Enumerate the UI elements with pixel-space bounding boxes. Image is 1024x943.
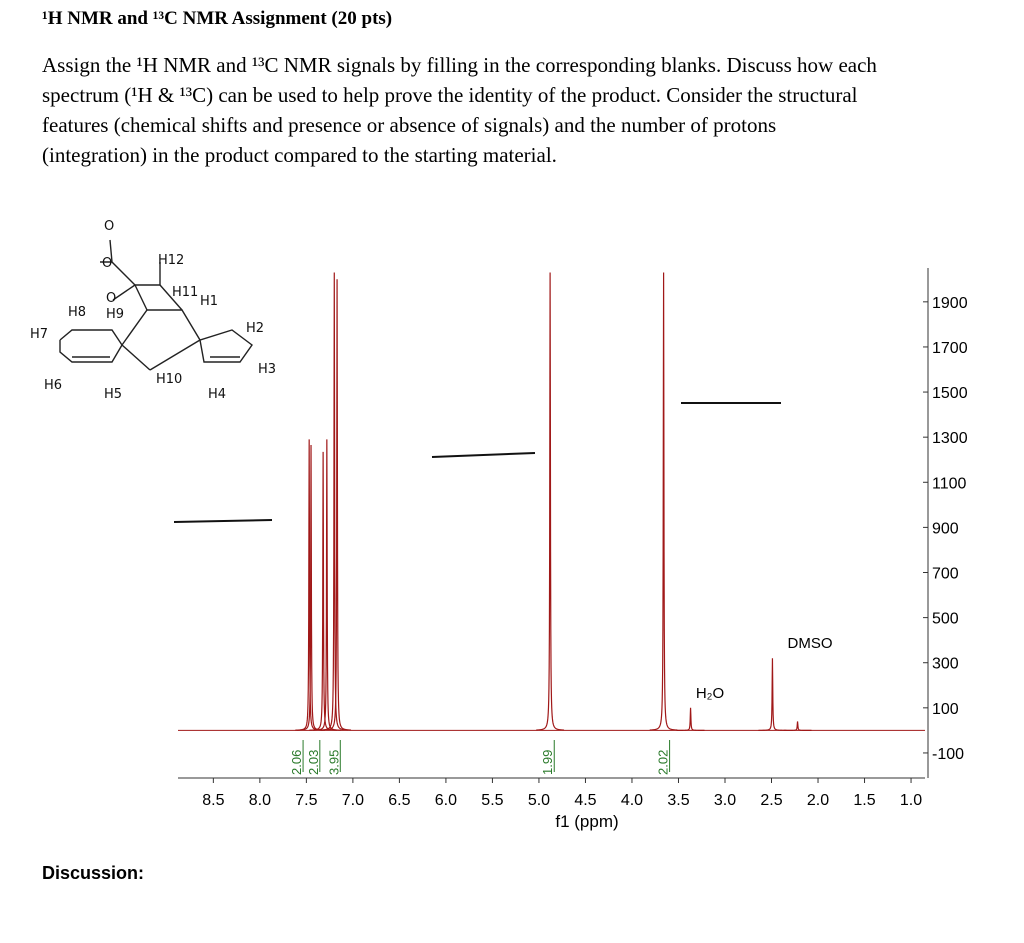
x-tick-label: 1.0 bbox=[900, 792, 922, 809]
y-tick-label: 1700 bbox=[932, 340, 968, 357]
title: ¹H NMR and ¹³C NMR Assignment (20 pts) bbox=[42, 8, 392, 29]
bond bbox=[59, 329, 123, 363]
peak bbox=[536, 272, 565, 731]
x-tick-label: 3.0 bbox=[714, 792, 736, 809]
x-tick-label: 6.0 bbox=[435, 792, 457, 809]
integral-label: 3.95 bbox=[326, 750, 341, 775]
x-tick-label: 4.0 bbox=[621, 792, 643, 809]
x-tick-label: 5.5 bbox=[481, 792, 503, 809]
h-label: H8 bbox=[68, 305, 86, 320]
instruction-line: spectrum (¹H & ¹³C) can be used to help … bbox=[42, 83, 858, 107]
h-label: H10 bbox=[156, 372, 182, 387]
h-label: H2 bbox=[246, 321, 264, 336]
x-tick-label: 2.0 bbox=[807, 792, 829, 809]
y-tick-label: 1900 bbox=[932, 295, 968, 312]
annotation: DMSO bbox=[788, 635, 833, 652]
h-label: H3 bbox=[258, 362, 276, 377]
bond bbox=[149, 339, 201, 371]
bond bbox=[112, 284, 160, 301]
x-tick-label: 6.5 bbox=[388, 792, 410, 809]
x-tick-label: 4.5 bbox=[574, 792, 596, 809]
atom-label: O bbox=[104, 219, 114, 234]
instruction-line: Assign the ¹H NMR and ¹³C NMR signals by… bbox=[42, 53, 877, 77]
instruction-line: (integration) in the product compared to… bbox=[42, 143, 557, 167]
y-tick-label: 1100 bbox=[932, 475, 967, 492]
peak bbox=[320, 272, 349, 731]
peak bbox=[312, 439, 341, 731]
y-tick-label: 300 bbox=[932, 656, 959, 673]
h-label: H9 bbox=[106, 307, 124, 322]
annotation: H₂O bbox=[696, 685, 724, 702]
instruction-line: features (chemical shifts and presence o… bbox=[42, 113, 776, 137]
x-tick-label: 2.5 bbox=[760, 792, 782, 809]
h-label: H5 bbox=[104, 387, 122, 402]
bond bbox=[159, 284, 183, 311]
integral-label: 1.99 bbox=[540, 750, 555, 775]
h-label: H12 bbox=[158, 253, 184, 268]
discussion-label: Discussion: bbox=[42, 863, 144, 883]
peak bbox=[297, 445, 326, 731]
integral-label: 2.02 bbox=[656, 750, 671, 775]
y-tick-label: 700 bbox=[932, 566, 959, 583]
x-axis-label: f1 (ppm) bbox=[555, 812, 618, 831]
peak bbox=[676, 707, 705, 731]
bond bbox=[100, 239, 136, 286]
h-label: H7 bbox=[30, 327, 48, 342]
y-tick-label: 1500 bbox=[932, 385, 968, 402]
atom-label: O bbox=[106, 291, 116, 306]
x-tick-label: 8.0 bbox=[249, 792, 271, 809]
answer-blank[interactable] bbox=[431, 452, 536, 458]
integral-label: 2.06 bbox=[289, 750, 304, 775]
peak bbox=[323, 279, 352, 731]
peak bbox=[758, 658, 787, 731]
x-tick-label: 8.5 bbox=[202, 792, 224, 809]
h-label: H6 bbox=[44, 378, 62, 393]
y-tick-label: 900 bbox=[932, 520, 959, 537]
peak bbox=[783, 721, 812, 731]
bond bbox=[121, 344, 151, 371]
y-tick-label: 100 bbox=[932, 701, 959, 718]
y-tick-label: -100 bbox=[932, 746, 964, 763]
y-tick-label: 1300 bbox=[932, 430, 968, 447]
x-tick-label: 7.0 bbox=[342, 792, 364, 809]
h-label: H11 bbox=[172, 285, 198, 300]
peak bbox=[649, 272, 678, 731]
y-tick-label: 500 bbox=[932, 611, 959, 628]
x-tick-label: 1.5 bbox=[853, 792, 875, 809]
bond bbox=[134, 284, 148, 311]
x-tick-label: 3.5 bbox=[667, 792, 689, 809]
h-label: H4 bbox=[208, 387, 226, 402]
answer-blank[interactable] bbox=[173, 519, 273, 523]
peak bbox=[295, 439, 324, 731]
atom-label: O bbox=[102, 256, 112, 271]
h-label: H1 bbox=[200, 294, 218, 309]
integral-label: 2.03 bbox=[306, 750, 321, 775]
x-tick-label: 5.0 bbox=[528, 792, 550, 809]
structure bbox=[59, 239, 253, 371]
x-tick-label: 7.5 bbox=[295, 792, 317, 809]
bond bbox=[121, 309, 253, 363]
